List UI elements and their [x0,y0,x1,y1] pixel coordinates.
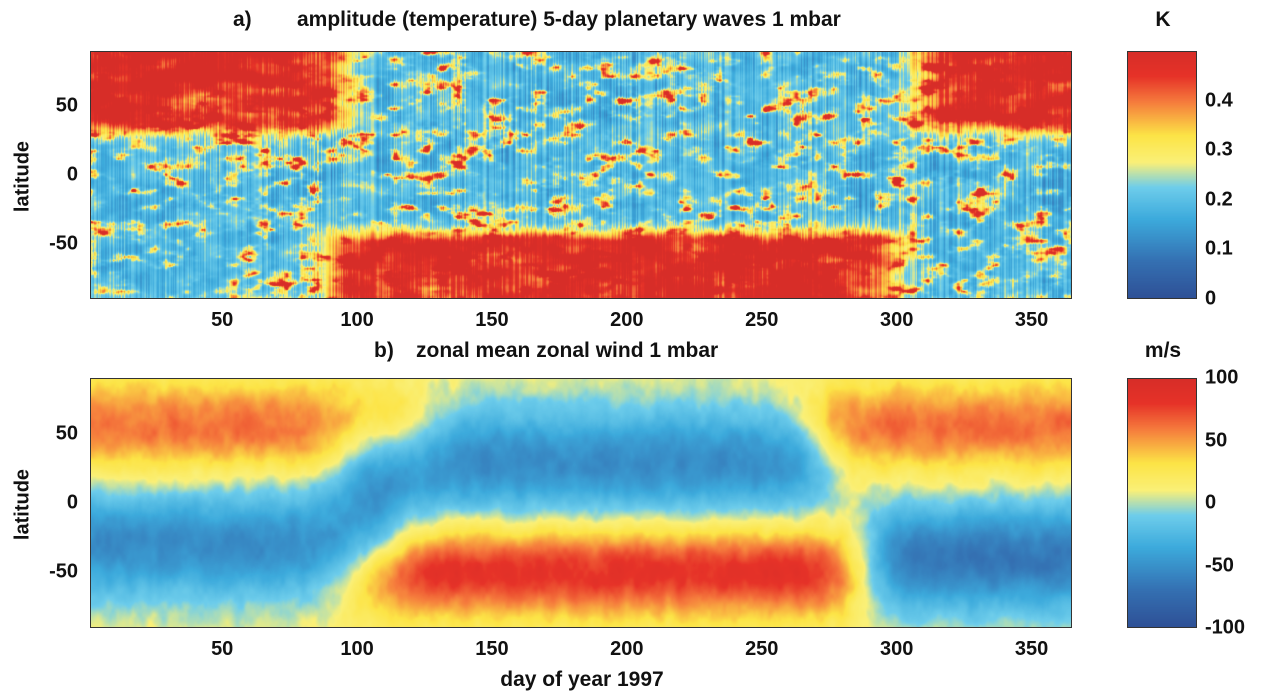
y-tick-label: -50 [49,560,78,583]
panel-a-title: amplitude (temperature) 5-day planetary … [297,8,841,31]
panel-b-xlabel: day of year 1997 [500,668,664,691]
colorbar-tick-label: 0.2 [1205,188,1233,211]
x-tick-label: 150 [475,638,509,660]
panel-a-ylabel: latitude [11,140,34,213]
y-tick-label: 0 [66,491,78,514]
x-tick-label: 300 [879,309,914,331]
panel-b-ylabel: latitude [11,468,34,541]
x-tick-label: 100 [340,638,374,660]
colorbar-b [1127,378,1197,628]
colorbar-tick-label: 50 [1205,429,1228,451]
panel-b-heatmap [90,378,1072,628]
colorbar-tick-label: 0 [1205,491,1217,514]
colorbar-tick-label: -50 [1205,554,1234,576]
colorbar-a [1127,51,1197,299]
panel-a-heatmap [90,51,1072,299]
x-tick-label: 200 [610,309,644,331]
y-tick-label: 50 [55,422,78,445]
x-tick-label: 200 [610,638,644,660]
colorbar-b-unit: m/s [1144,339,1182,362]
y-tick-label: 50 [55,94,78,117]
panel-b-label: b) [374,339,394,362]
x-tick-label: 250 [745,638,779,660]
colorbar-tick-label: 0.1 [1205,237,1233,260]
panel-a-label: a) [233,8,252,31]
y-tick-label: -50 [49,232,78,255]
x-tick-label: 50 [211,309,234,331]
colorbar-a-unit: K [1155,8,1171,31]
x-tick-label: 150 [475,309,509,331]
x-tick-label: 350 [1014,309,1049,331]
colorbar-tick-label: 0.3 [1205,138,1233,161]
x-tick-label: 100 [340,309,374,331]
colorbar-tick-label: 0 [1205,287,1217,310]
colorbar-tick-label: -100 [1205,616,1246,639]
y-tick-label: 0 [66,163,78,186]
panel-b-title: zonal mean zonal wind 1 mbar [416,339,719,362]
x-tick-label: 250 [745,309,779,331]
colorbar-tick-label: 0.4 [1205,89,1233,112]
x-tick-label: 50 [211,638,234,660]
x-tick-label: 350 [1014,638,1049,660]
colorbar-tick-label: 100 [1205,366,1239,389]
x-tick-label: 300 [879,638,914,660]
